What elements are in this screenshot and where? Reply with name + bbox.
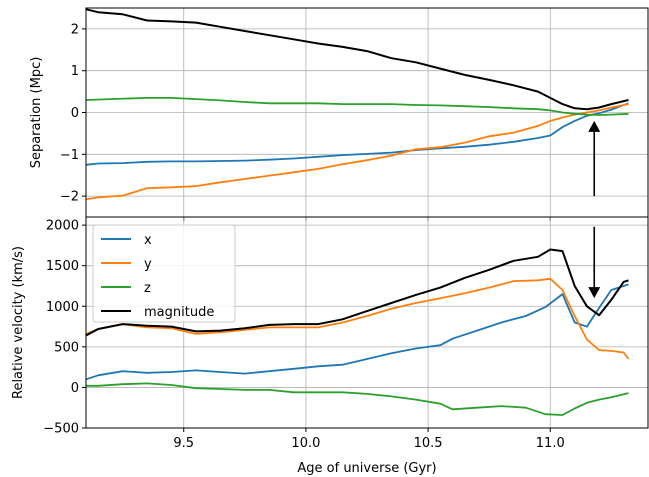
y-tick-label: 1000 bbox=[46, 300, 79, 315]
y-axis-label: Separation (Mpc) bbox=[29, 57, 44, 169]
series-z-line bbox=[85, 97, 629, 116]
x-tick-label: 11.0 bbox=[536, 436, 565, 451]
annotation-arrow-head bbox=[588, 120, 601, 132]
y-tick-label: −500 bbox=[43, 422, 79, 437]
y-tick-label: −2 bbox=[60, 190, 79, 205]
legend-label-magnitude: magnitude bbox=[144, 305, 214, 320]
y-tick-label: −1 bbox=[60, 148, 79, 163]
y-tick-label: 1 bbox=[71, 64, 79, 79]
legend-box bbox=[92, 224, 236, 323]
axes-frame bbox=[85, 216, 649, 429]
legend: xyz magnitude bbox=[92, 224, 236, 323]
legend-label-y: y bbox=[144, 257, 152, 272]
series-x-line bbox=[85, 102, 629, 166]
y-tick-label: 2 bbox=[71, 22, 79, 37]
x-axis-label: Age of universe (Gyr) bbox=[297, 461, 436, 476]
y-tick-label: 500 bbox=[54, 340, 79, 355]
y-tick-label: 1500 bbox=[46, 259, 79, 274]
y-tick-label: 0 bbox=[71, 106, 79, 121]
series-magnitude-line bbox=[85, 8, 629, 111]
y-axis-label: Relative velocity (km/s) bbox=[11, 246, 26, 399]
y-tick-label: 2000 bbox=[46, 219, 79, 234]
separation-panel: 2 1 0 −1 −2 Separation (Mpc) bbox=[29, 7, 649, 221]
annotation-arrow-head bbox=[588, 287, 601, 299]
series-y-line bbox=[85, 277, 630, 360]
legend-label-z: z bbox=[144, 281, 151, 296]
x-tick-label: 10.0 bbox=[291, 436, 320, 451]
y-tick-label: 0 bbox=[71, 381, 79, 396]
series-x-line bbox=[85, 283, 629, 381]
series-y-line bbox=[85, 103, 629, 201]
x-tick-label: 10.5 bbox=[414, 436, 443, 451]
series-z-line bbox=[86, 382, 629, 416]
x-tick-label: 9.5 bbox=[173, 436, 194, 451]
legend-label-x: x bbox=[144, 233, 152, 248]
velocity-panel: 2000 1500 1000 500 0 −500 9.5 10.0 10.5 11.0 Relat… bbox=[11, 216, 649, 476]
series-magnitude-line bbox=[85, 248, 629, 337]
